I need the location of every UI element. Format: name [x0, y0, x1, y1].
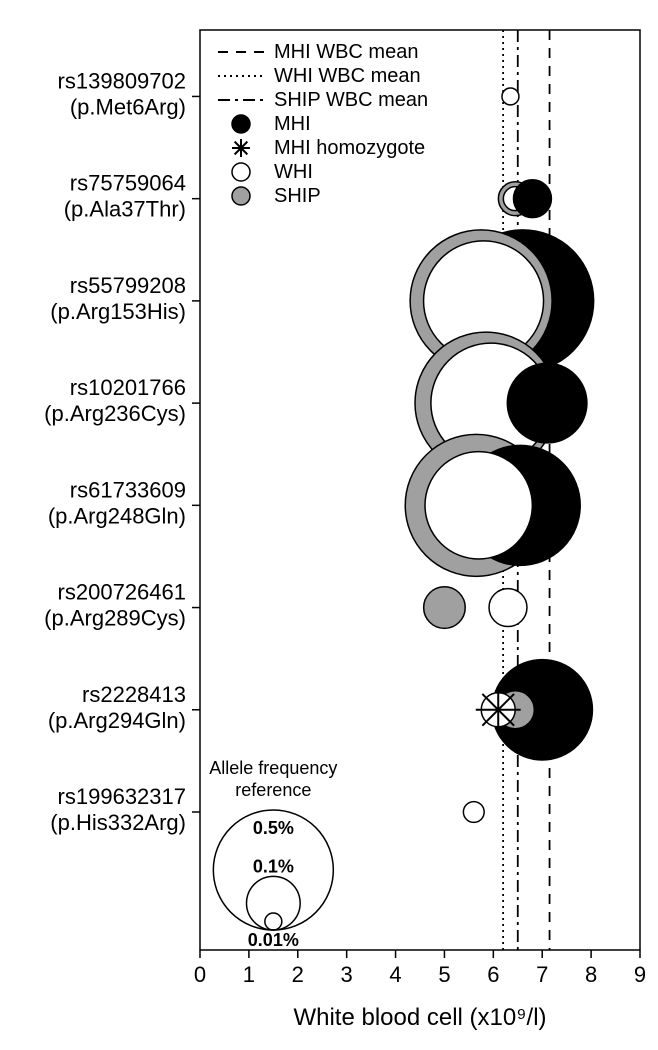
point-whi-14	[489, 589, 527, 627]
row-label-rs: rs139809702	[58, 68, 186, 93]
row-label-rs: rs2228413	[82, 682, 186, 707]
row-label-rs: rs200726461	[58, 580, 186, 605]
legend-label: MHI	[274, 113, 311, 135]
row-label-rs: rs61733609	[70, 477, 186, 502]
point-mhi_homo-18	[476, 687, 521, 732]
legend-label: SHIP WBC mean	[274, 89, 428, 111]
legend-label: MHI WBC mean	[274, 41, 418, 63]
x-tick-label: 7	[536, 962, 548, 987]
row-label-aa: (p.Arg294Gln)	[48, 708, 186, 733]
legend-marker-MHI_homo	[232, 139, 250, 157]
row-label-aa: (p.Ala37Thr)	[64, 197, 186, 222]
row-label-rs: rs55799208	[70, 273, 186, 298]
x-tick-label: 2	[292, 962, 304, 987]
row-label-aa: (p.Arg289Cys)	[44, 606, 186, 631]
freq-ref-label: 0.5%	[253, 818, 294, 838]
x-tick-label: 0	[194, 962, 206, 987]
point-mhi-3	[513, 180, 551, 218]
row-label-aa: (p.Arg248Gln)	[48, 503, 186, 528]
point-whi-12	[425, 452, 532, 559]
freq-ref-title: Allele frequency	[209, 758, 337, 778]
x-tick-label: 6	[487, 962, 499, 987]
legend-marker-MHI	[232, 115, 250, 133]
freq-ref-label: 0.01%	[248, 930, 299, 950]
point-whi-19	[463, 802, 484, 823]
row-label-aa: (p.Arg236Cys)	[44, 401, 186, 426]
x-tick-label: 4	[389, 962, 401, 987]
x-tick-label: 9	[634, 962, 646, 987]
point-whi-0	[502, 88, 519, 105]
legend-label: SHIP	[274, 185, 321, 207]
x-tick-label: 3	[341, 962, 353, 987]
x-tick-label: 8	[585, 962, 597, 987]
row-label-rs: rs199632317	[58, 784, 186, 809]
chart-container: 0 1 2 3 4 5 6 7 8 9 White blood cell (x10⁹/l) rs139…	[0, 0, 658, 1050]
bubble-chart: 0 1 2 3 4 5 6 7 8 9 White blood cell (x10⁹/l) rs139…	[0, 0, 658, 1050]
legend-label: MHI homozygote	[274, 137, 425, 159]
legend-label: WHI WBC mean	[274, 65, 421, 87]
freq-ref-label: 0.1%	[253, 856, 294, 876]
point-ship-13	[424, 587, 466, 629]
row-label-aa: (p.Met6Arg)	[70, 94, 186, 119]
row-label-rs: rs75759064	[70, 171, 186, 196]
freq-ref-circle	[247, 876, 301, 930]
row-label-rs: rs10201766	[70, 375, 186, 400]
legend-marker-WHI	[232, 163, 250, 181]
freq-ref-title: reference	[235, 780, 311, 800]
legend-label: WHI	[274, 161, 313, 183]
row-label-aa: (p.Arg153His)	[50, 299, 186, 324]
x-axis-label: White blood cell (x10⁹/l)	[293, 1004, 546, 1031]
x-tick-label: 5	[438, 962, 450, 987]
row-label-aa: (p.His332Arg)	[50, 810, 186, 835]
point-mhi-9	[507, 363, 587, 443]
legend-marker-SHIP	[232, 187, 250, 205]
x-tick-label: 1	[243, 962, 255, 987]
freq-ref-circle	[265, 913, 282, 930]
